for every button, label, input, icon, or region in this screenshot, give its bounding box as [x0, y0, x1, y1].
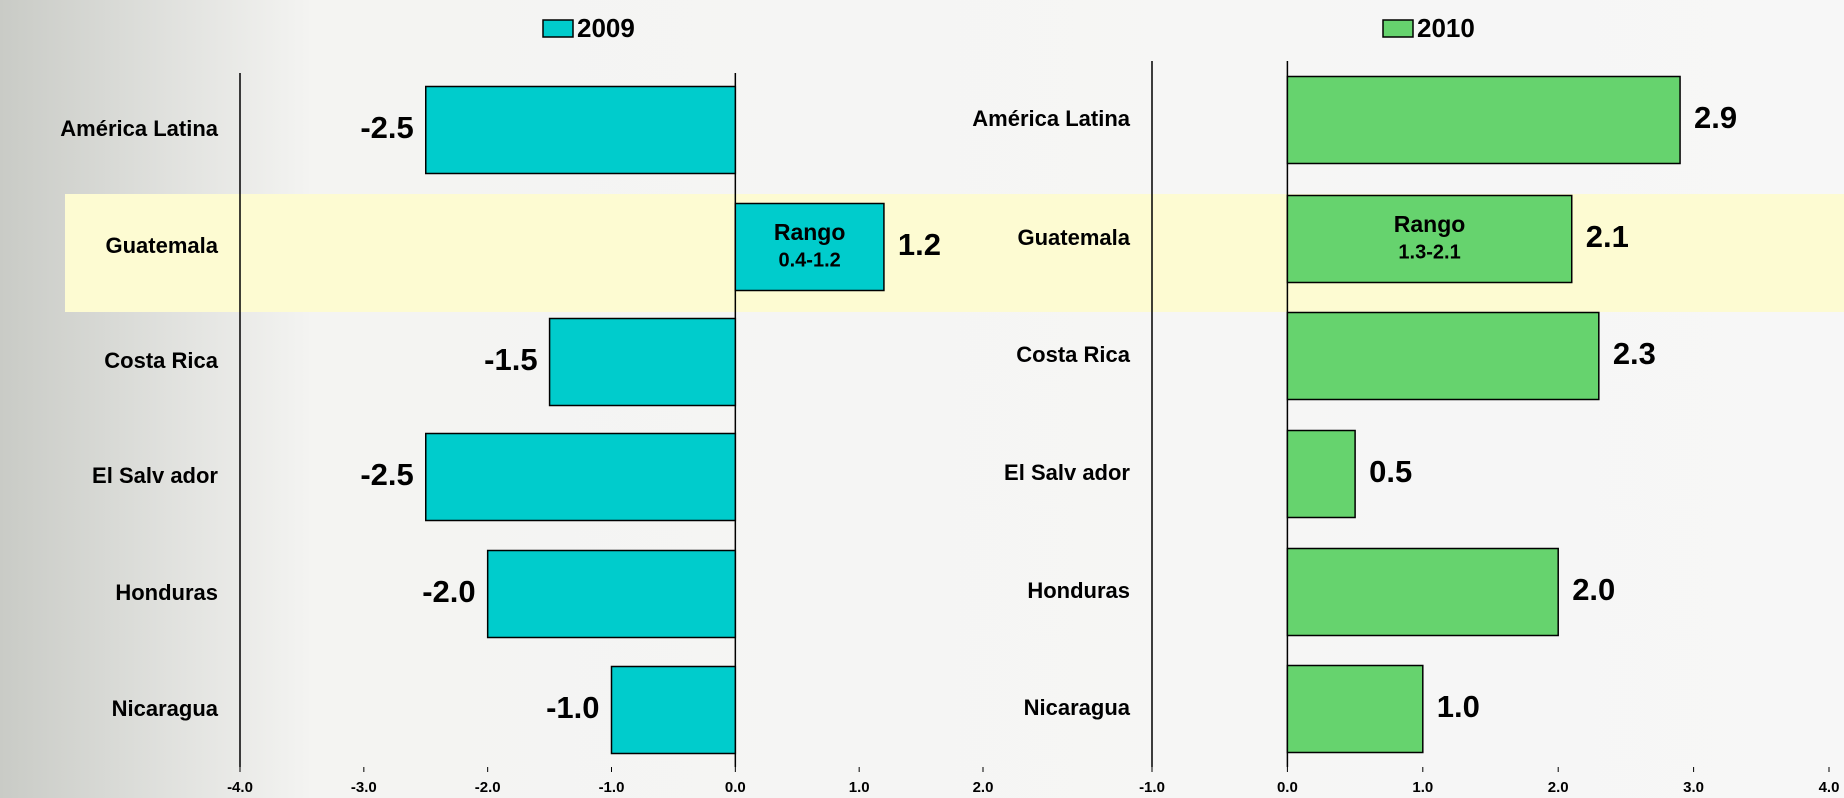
legend-swatch: [1383, 20, 1413, 37]
category-label: Honduras: [115, 580, 218, 605]
value-label: 2.1: [1586, 219, 1629, 254]
value-label: 1.0: [1437, 689, 1480, 724]
annotation: 0.4-1.2: [779, 249, 841, 271]
value-label: 2.3: [1613, 336, 1656, 371]
category-label: El Salv ador: [1004, 460, 1130, 485]
category-label: Nicaragua: [112, 696, 219, 721]
value-label: -2.5: [360, 110, 413, 145]
category-label: Costa Rica: [1016, 342, 1130, 367]
annotation: 1.3-2.1: [1398, 241, 1460, 263]
bar: [612, 667, 736, 754]
bar: [1287, 666, 1422, 753]
x-tick-label: 0.0: [1277, 779, 1298, 796]
category-label: Guatemala: [1018, 225, 1131, 250]
bar: [488, 551, 736, 638]
x-tick-label: 2.0: [1548, 779, 1569, 796]
value-label: 0.5: [1369, 454, 1412, 489]
page: -4.0 -3.0 -2.0 -1.0 0.0 1.0 2.0 América Latina G…: [0, 0, 1844, 798]
value-label: -2.5: [360, 457, 413, 492]
annotation: Rango: [1394, 211, 1466, 237]
category-label: Nicaragua: [1024, 695, 1131, 720]
category-label: El Salv ador: [92, 463, 218, 488]
legend-label: 2010: [1417, 13, 1475, 43]
category-label: Honduras: [1027, 578, 1130, 603]
legend-label: 2009: [577, 13, 635, 43]
x-tick-label: 4.0: [1819, 779, 1840, 796]
value-label: -1.5: [484, 342, 537, 377]
value-label: 2.0: [1572, 572, 1615, 607]
legend-swatch: [543, 20, 573, 37]
x-tick-label: 3.0: [1683, 779, 1704, 796]
value-label: -1.0: [546, 690, 599, 725]
category-label: Costa Rica: [104, 348, 218, 373]
value-label: 1.2: [898, 227, 941, 262]
value-label: 2.9: [1694, 100, 1737, 135]
bar: [1287, 431, 1355, 518]
x-tick-label: -1.0: [599, 779, 625, 796]
bar: [1287, 313, 1598, 400]
x-tick-label: -2.0: [475, 779, 501, 796]
bar: [550, 319, 736, 406]
annotation: Rango: [774, 219, 846, 245]
x-tick-label: 0.0: [725, 779, 746, 796]
x-tick-label: -4.0: [227, 779, 253, 796]
x-tick-label: 1.0: [1412, 779, 1433, 796]
bar: [426, 434, 736, 521]
bar: [1287, 196, 1571, 283]
bar: [1287, 549, 1558, 636]
category-label: América Latina: [972, 106, 1130, 131]
x-tick-label: 2.0: [973, 779, 994, 796]
x-tick-label: -3.0: [351, 779, 377, 796]
bar: [735, 204, 884, 291]
chart: -4.0 -3.0 -2.0 -1.0 0.0 1.0 2.0 América Latina G…: [0, 0, 1844, 798]
bar: [426, 87, 736, 174]
x-tick-label: 1.0: [849, 779, 870, 796]
category-label: América Latina: [60, 116, 218, 141]
bar: [1287, 77, 1680, 164]
category-label: Guatemala: [106, 233, 219, 258]
highlight-band: [65, 194, 1844, 312]
x-tick-label: -1.0: [1139, 779, 1165, 796]
value-label: -2.0: [422, 574, 475, 609]
